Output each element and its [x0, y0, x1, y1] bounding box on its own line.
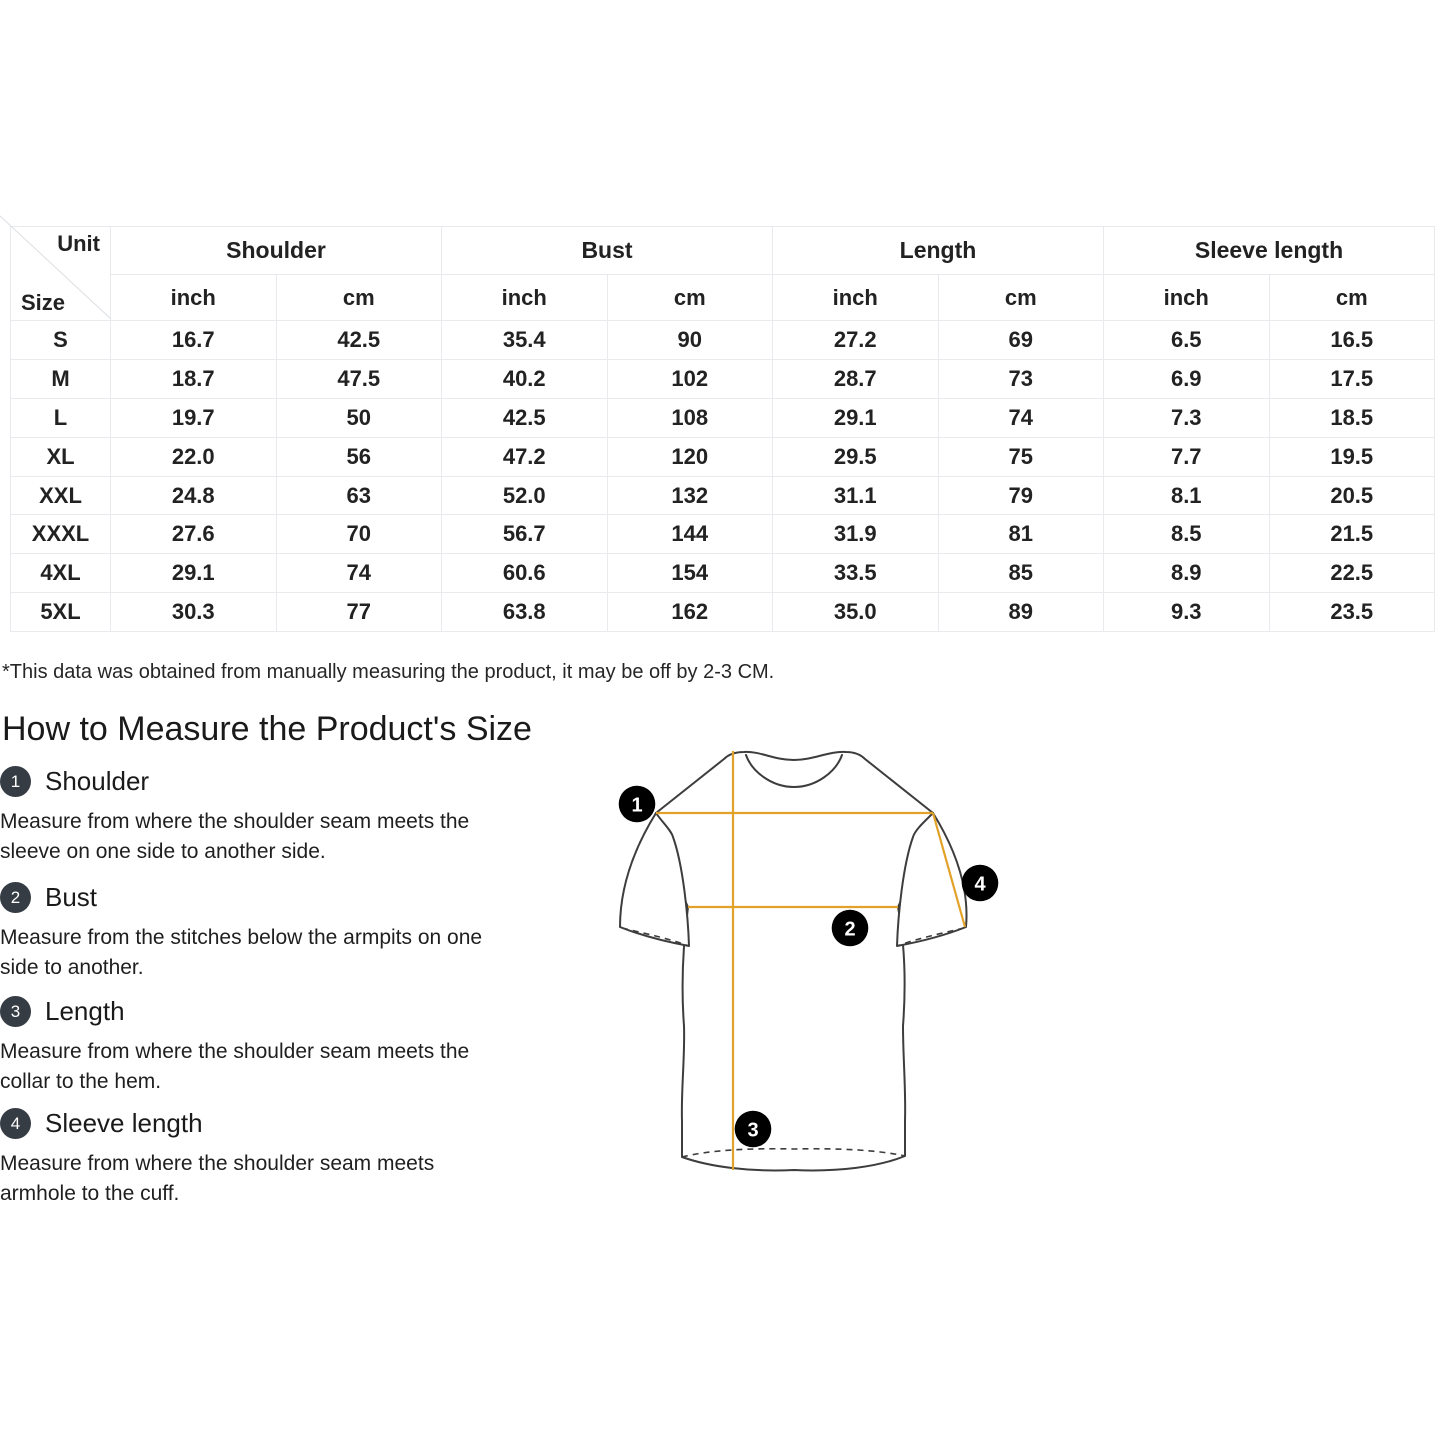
svg-text:4: 4: [974, 874, 986, 896]
svg-text:1: 1: [631, 795, 642, 817]
svg-text:2: 2: [844, 919, 855, 941]
svg-text:3: 3: [747, 1120, 758, 1142]
